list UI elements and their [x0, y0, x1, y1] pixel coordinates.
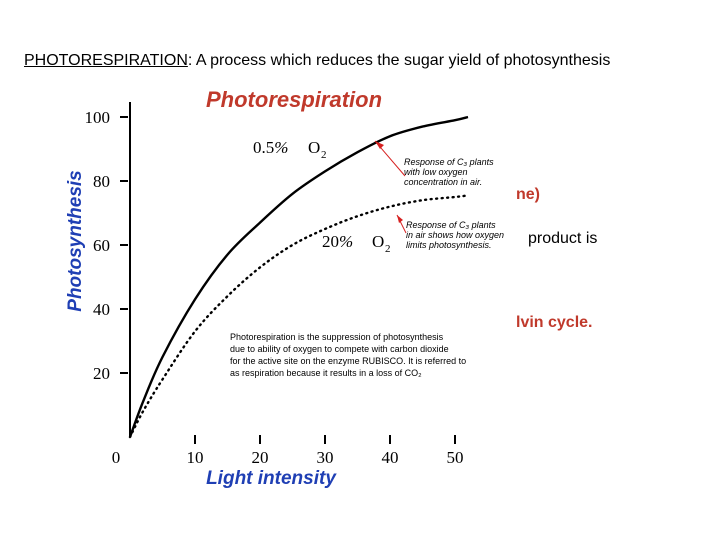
annotation-definition-line-1: Photorespiration is the suppression of p…: [230, 332, 444, 342]
curve-label-air-o2-pct: %: [339, 232, 353, 251]
annotation-low-o2-line-1: Response of C₃ plants: [404, 157, 494, 167]
y-tick-label: 60: [93, 236, 110, 255]
svg-text:20%: 20%: [322, 232, 353, 251]
curve-label-air-o2: 20% O 2: [322, 232, 391, 255]
curve-label-low-o2-gas: O: [308, 138, 320, 157]
annotation-low-o2-line-2: with low oxygen: [404, 167, 468, 177]
y-axis-label: Photosynthesis: [65, 170, 86, 311]
y-tick-label: 20: [93, 364, 110, 383]
x-tick-label: 10: [187, 448, 204, 467]
annotation-definition-line-4: as respiration because it results in a l…: [230, 368, 422, 378]
x-tick-label: 30: [317, 448, 334, 467]
curve-label-low-o2-sub: 2: [321, 149, 327, 161]
annotation-definition-line-2: due to ability of oxygen to compete with…: [230, 344, 449, 354]
curves: [128, 115, 470, 439]
y-tick-label: 100: [85, 108, 111, 127]
heading-rest: : A process which reduces the sugar yiel…: [187, 52, 611, 69]
x-tick-label: 20: [252, 448, 269, 467]
slide-heading: PHOTORESPIRATION: A process which reduce…: [24, 52, 610, 70]
x-tick-label: 0: [112, 448, 121, 467]
curve-label-low-o2: 0.5% O 2: [253, 138, 327, 161]
annotation-air-o2-line-2: in air shows how oxygen: [406, 230, 504, 240]
background-text-fragment-2: product is: [528, 230, 598, 247]
series-line-air-o2: [128, 194, 470, 439]
annotation-air-o2-line-1: Response of C₃ plants: [406, 220, 496, 230]
annotation-low-o2: Response of C₃ plants with low oxygen co…: [404, 157, 494, 187]
heading-keyword: PHOTORESPIRATION: [24, 52, 188, 69]
annotation-definition-line-3: for the active site on the enzyme RUBISC…: [230, 356, 466, 366]
curve-label-low-o2-pct: %: [274, 138, 288, 157]
annotation-arrowhead-2: [397, 215, 403, 223]
series-line-low-o2: [128, 115, 469, 438]
annotation-definition: Photorespiration is the suppression of p…: [230, 332, 466, 378]
annotation-low-o2-line-3: concentration in air.: [404, 177, 482, 187]
x-tick-label: 50: [447, 448, 464, 467]
y-tick-label: 80: [93, 172, 110, 191]
chart-title: Photorespiration: [206, 87, 382, 112]
svg-text:0.5%: 0.5%: [253, 138, 288, 157]
curve-label-air-o2-sub: 2: [385, 243, 391, 255]
curve-label-air-o2-value: 20: [322, 232, 339, 251]
y-tick-label: 40: [93, 300, 110, 319]
annotation-air-o2-line-3: limits photosynthesis.: [406, 240, 492, 250]
curve-label-low-o2-value: 0.5: [253, 138, 274, 157]
photorespiration-figure: Photorespiration Photosynthesis Light in…: [56, 84, 512, 500]
chart-svg: Photorespiration Photosynthesis Light in…: [65, 87, 504, 489]
axis-ticks: 20 40 60 80 100 0 10 20 30 40 50: [85, 108, 464, 467]
curve-label-air-o2-gas: O: [372, 232, 384, 251]
x-axis-label: Light intensity: [206, 468, 337, 489]
annotation-air-o2: Response of C₃ plants in air shows how o…: [406, 220, 504, 250]
annotation-arrowhead-1: [375, 141, 384, 149]
x-tick-label: 40: [382, 448, 399, 467]
background-text-fragment-3: lvin cycle.: [516, 314, 593, 331]
background-text-fragment-1: ne): [516, 186, 540, 203]
